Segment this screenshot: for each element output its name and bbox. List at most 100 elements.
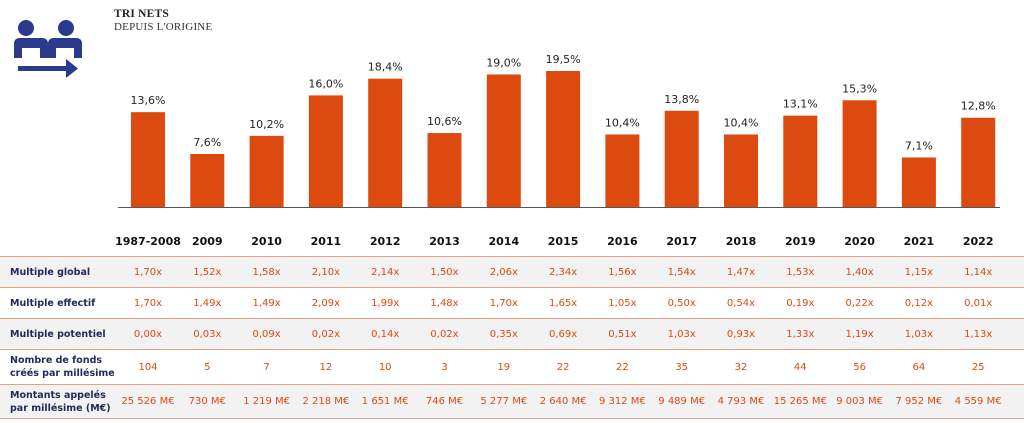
table-cell: 1,53x [786,266,815,278]
bar-2013 [427,133,462,207]
table-cell: 0,01x [964,297,993,309]
table-cell: 1,03x [667,328,696,340]
table-cell: 1,03x [904,328,933,340]
table-cell: 1,49x [193,297,222,309]
table-cell: 1,54x [667,266,696,278]
x-tick-label: 2021 [904,235,935,248]
table-row: Nombre de fonds créés par millésime 104 5 7… [0,350,1024,385]
table-cell: 1,52x [193,266,222,278]
table-cell: 56 [853,361,866,373]
table-cell: 9 312 M€ [598,396,646,407]
x-tick-label: 1987-2008 [115,235,181,248]
data-label: 10,2% [249,118,284,131]
bar-2014 [486,74,521,207]
table-cell: 0,02x [430,328,459,340]
bar-chart: 13,6% 1987-2008 7,6% 2009 10,2% 2010 16,0% 2011… [115,53,1000,248]
table-cell: 2,10x [311,266,340,278]
bar-2010 [249,135,284,207]
bar-2019 [783,115,818,207]
x-tick-label: 2022 [963,235,994,248]
bar-2016 [605,134,640,207]
table-cell: 2,34x [549,266,578,278]
table-cell: 5 [204,361,211,373]
table-cell: 1,15x [904,266,933,278]
table-cell: 1,70x [133,266,163,278]
x-tick-label: 2011 [311,235,342,248]
table-cell: 2,06x [489,266,518,278]
table-cell: 1,05x [608,297,637,309]
row-label: Multiple potentiel [10,328,106,340]
table-cell: 0,35x [489,328,518,340]
data-label: 15,3% [842,82,877,95]
table-cell: 0,93x [726,328,756,340]
table-cell: 3 [441,361,448,373]
x-tick-label: 2013 [429,235,460,248]
table-cell: 25 526 M€ [121,396,175,407]
data-label: 13,6% [131,94,166,107]
row-label: Nombre de fonds créés par millésime [10,355,115,379]
table-cell: 7 [263,361,270,373]
table-cell: 4 793 M€ [717,396,765,407]
chart-subtitle: DEPUIS L'ORIGINE [114,21,213,33]
table-cell: 0,03x [193,328,222,340]
x-tick-label: 2015 [548,235,579,248]
table-cell: 1,33x [786,328,815,340]
table-cell: 1,40x [845,266,874,278]
table-cell: 22 [616,361,629,373]
bar-2009 [190,153,225,207]
data-label: 7,6% [193,136,221,149]
table-cell: 0,54x [726,297,756,309]
table-cell: 15 265 M€ [773,396,827,407]
bar-2017 [664,110,699,207]
table-cell: 44 [793,361,807,373]
table-cell: 10 [378,361,392,373]
data-label: 12,8% [961,100,996,113]
table-row: Montants appelés par millésime (M€) 25 52… [0,385,1024,419]
table-cell: 64 [912,361,926,373]
table-cell: 19 [497,361,511,373]
data-label: 13,8% [664,93,699,106]
table-cell: 1 651 M€ [361,396,409,407]
table-row: Multiple potentiel 0,00x 0,03x 0,09x 0,02x 0,… [0,319,1024,350]
table-cell: 730 M€ [188,396,226,407]
table-cell: 0,12x [904,297,933,309]
table-cell: 1,13x [964,328,993,340]
data-label: 13,1% [783,98,818,111]
x-tick-label: 2020 [844,235,875,248]
table-cell: 12 [319,361,333,373]
x-tick-label: 2009 [192,235,223,248]
table-cell: 1,58x [252,266,281,278]
people-transfer-logo-icon [14,20,82,78]
bar-2021 [901,157,936,207]
table-cell: 1,70x [489,297,518,309]
table-cell: 1,99x [371,297,400,309]
table-cell: 1,65x [549,297,578,309]
table-cell: 4 559 M€ [954,396,1002,407]
table-cell: 7 952 M€ [895,396,943,407]
table-cell: 1,48x [430,297,459,309]
table-cell: 22 [556,361,570,373]
chart-title: TRI NETS [114,8,169,20]
bar-2012 [368,78,403,208]
table-cell: 2,09x [311,297,340,309]
table-cell: 104 [138,361,158,373]
table-cell: 1 219 M€ [243,396,290,407]
table-row: Multiple global 1,70x 1,52x 1,58x 2,10x 2,14x… [0,257,1024,288]
table-cell: 9 489 M€ [658,396,706,407]
bar-1987-2008 [131,112,165,207]
table-cell: 2,14x [371,266,400,278]
table-cell: 1,56x [608,266,637,278]
table-cell: 0,50x [667,297,696,309]
table-row: Multiple effectif 1,70x 1,49x 1,49x 2,09x 1,9… [0,288,1024,319]
table-cell: 25 [971,361,985,373]
data-label: 10,6% [427,115,462,128]
table-cell: 1,19x [845,328,874,340]
table-cell: 5 277 M€ [480,396,528,407]
table-cell: 0,02x [311,328,340,340]
table-cell: 0,00x [133,328,163,340]
chart-title-block: TRI NETS DEPUIS L'ORIGINE [114,8,212,34]
bar-2011 [308,95,343,207]
x-tick-label: 2014 [488,235,519,248]
data-table: Multiple global 1,70x 1,52x 1,58x 2,10x 2,14x… [0,256,1024,419]
table-cell: 32 [734,361,748,373]
